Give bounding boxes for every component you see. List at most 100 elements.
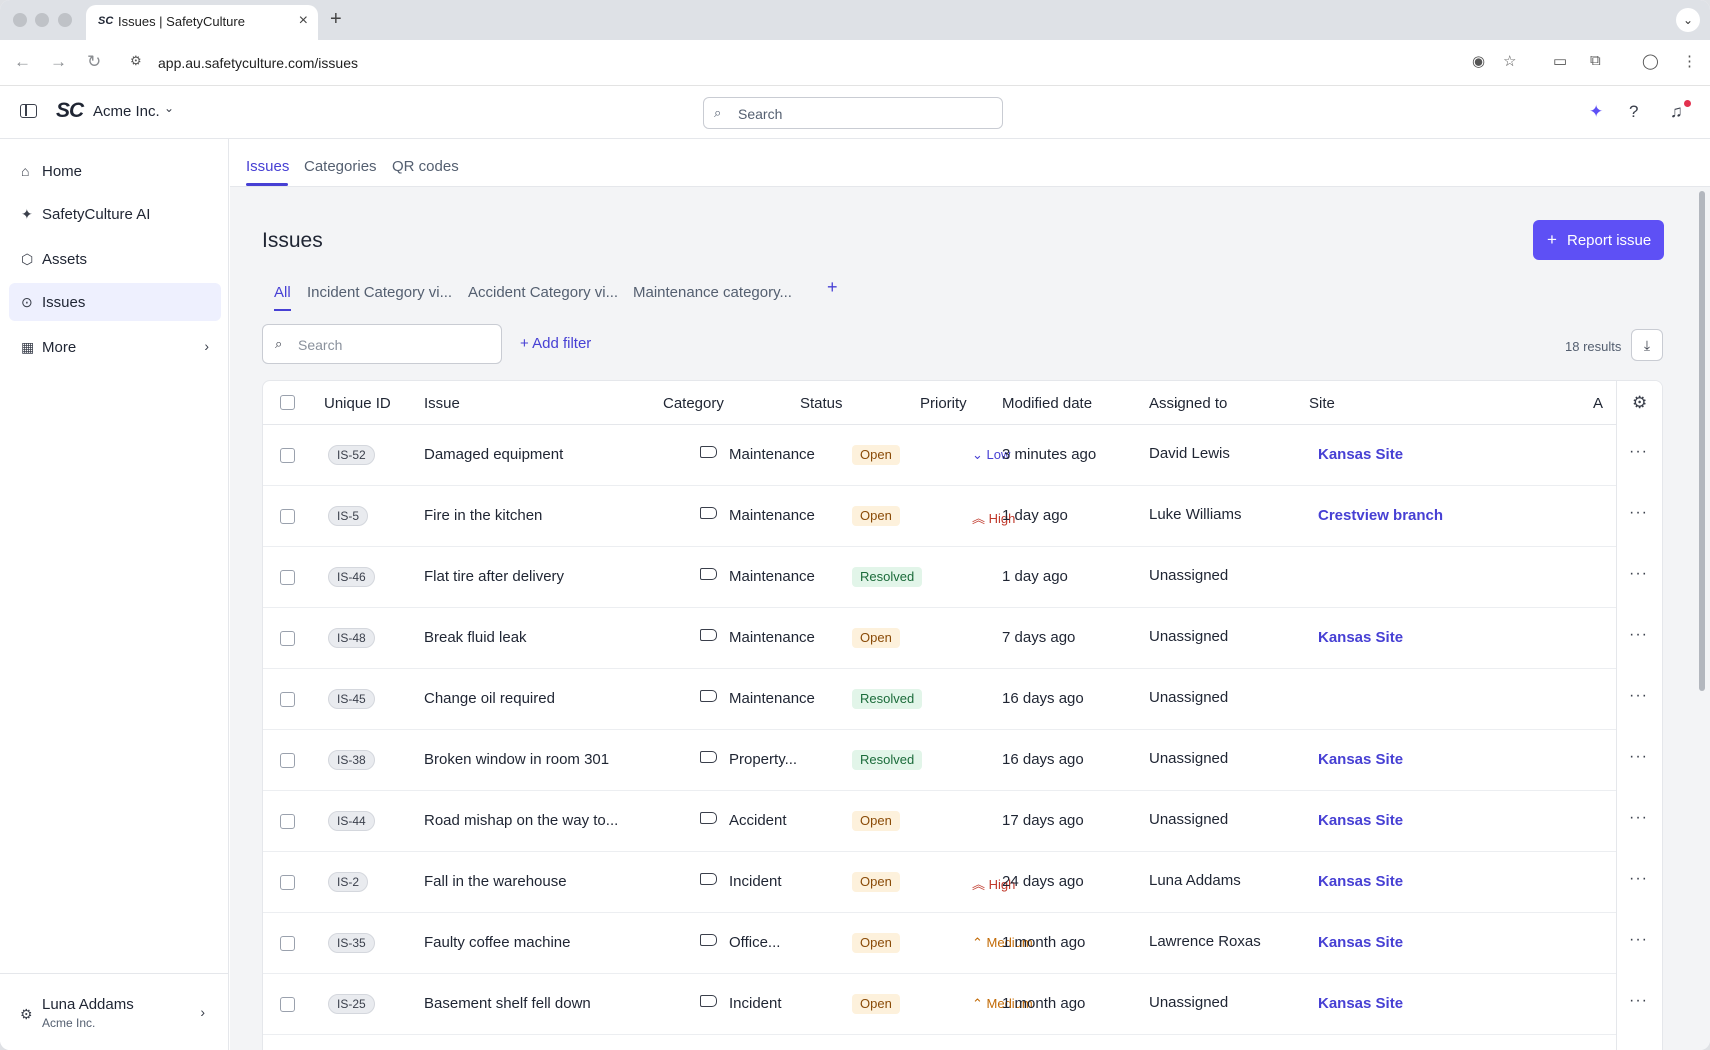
site-link[interactable]: Kansas Site	[1318, 812, 1404, 829]
issue-title[interactable]: Break fluid leak	[424, 629, 527, 646]
row-more-icon[interactable]: ···	[1629, 748, 1648, 765]
assigned-to[interactable]: Unassigned	[1149, 689, 1229, 706]
view-tab-accident[interactable]: Accident Category vi...	[468, 284, 619, 301]
profile-icon[interactable]: ◯	[1642, 53, 1659, 70]
download-icon[interactable]: ⤓	[1631, 329, 1663, 361]
assigned-to[interactable]: Luna Addams	[1149, 872, 1241, 889]
issue-title[interactable]: Fall in the warehouse	[424, 873, 567, 890]
add-view-icon[interactable]: +	[827, 277, 838, 297]
gear-icon[interactable]: ⚙	[1632, 393, 1648, 412]
row-checkbox[interactable]	[280, 814, 295, 829]
sidebar-item-issues[interactable]: ⊙ Issues	[9, 283, 221, 321]
sidebar-item-safetyculture-ai[interactable]: ✦ SafetyCulture AI	[9, 195, 221, 233]
col-assigned-to[interactable]: Assigned to	[1149, 395, 1228, 412]
table-row[interactable]: IS-44 Road mishap on the way to... Acciden…	[263, 791, 1662, 852]
user-menu[interactable]: ⚙ Luna Addams Acme Inc. ›	[0, 973, 229, 1050]
assigned-to[interactable]: David Lewis	[1149, 445, 1230, 462]
col-status[interactable]: Status	[800, 395, 843, 412]
window-close-dot[interactable]	[13, 13, 27, 27]
table-row[interactable]: IS-2 Fall in the warehouse Incident Open ︽ H…	[263, 852, 1662, 913]
site-link[interactable]: Kansas Site	[1318, 934, 1404, 951]
table-row[interactable]: IS-35 Faulty coffee machine Office... Open ⌃…	[263, 913, 1662, 974]
browser-tab[interactable]: SC Issues | SafetyCulture ×	[86, 5, 318, 40]
table-row[interactable]: IS-46 Flat tire after delivery Maintenance…	[263, 547, 1662, 608]
view-tab-maintenance[interactable]: Maintenance category...	[633, 284, 792, 301]
row-more-icon[interactable]: ···	[1629, 931, 1648, 948]
table-row[interactable]: IS-48 Break fluid leak Maintenance Open 7 da…	[263, 608, 1662, 669]
row-more-icon[interactable]: ···	[1629, 870, 1648, 887]
report-issue-button[interactable]: + Report issue	[1533, 220, 1664, 260]
sidebar-item-assets[interactable]: ⬡ Assets	[9, 240, 221, 278]
col-priority[interactable]: Priority	[920, 395, 967, 412]
site-settings-icon[interactable]: ⚙	[130, 53, 142, 68]
tab-categories[interactable]: Categories	[304, 158, 377, 175]
issue-title[interactable]: Faulty coffee machine	[424, 934, 571, 951]
help-icon[interactable]: ?	[1629, 102, 1639, 121]
col-category[interactable]: Category	[663, 395, 724, 412]
assigned-to[interactable]: Unassigned	[1149, 811, 1229, 828]
add-filter-button[interactable]: + Add filter	[520, 335, 592, 352]
row-checkbox[interactable]	[280, 936, 295, 951]
table-row[interactable]: IS-25 Basement shelf fell down Incident Ope…	[263, 974, 1662, 1035]
table-row[interactable]: IS-45 Change oil required Maintenance Resol…	[263, 669, 1662, 730]
row-more-icon[interactable]: ···	[1629, 992, 1648, 1009]
row-more-icon[interactable]: ···	[1629, 626, 1648, 643]
cast-icon[interactable]: ▭	[1553, 53, 1568, 70]
row-more-icon[interactable]: ···	[1629, 565, 1648, 582]
site-link[interactable]: Crestview branch	[1318, 507, 1444, 524]
global-search-input[interactable]: ⌕ Search	[703, 97, 1003, 129]
issue-title[interactable]: Flat tire after delivery	[424, 568, 565, 585]
bell-icon[interactable]: ♫	[1670, 102, 1683, 121]
col-issue[interactable]: Issue	[424, 395, 460, 412]
new-tab-icon[interactable]: +	[330, 8, 342, 30]
row-more-icon[interactable]: ···	[1629, 443, 1648, 460]
sidebar-item-home[interactable]: ⌂ Home	[9, 152, 221, 190]
sidebar-item-more[interactable]: ▦ More ›	[9, 328, 221, 366]
back-icon[interactable]: ←	[14, 52, 31, 71]
issue-title[interactable]: Change oil required	[424, 690, 555, 707]
tab-search-icon[interactable]: ⌄	[1676, 8, 1700, 32]
col-modified-date[interactable]: Modified date	[1002, 395, 1093, 412]
sidebar-toggle-icon[interactable]	[20, 104, 37, 118]
assigned-to[interactable]: Unassigned	[1149, 628, 1229, 645]
col-truncated[interactable]: A	[1593, 395, 1604, 412]
ai-sparkle-icon[interactable]: ✦	[1589, 102, 1604, 121]
sort-arrow-icon[interactable]: ↓	[1173, 395, 1180, 410]
tab-close-icon[interactable]: ×	[298, 12, 308, 29]
table-row[interactable]: IS-38 Broken window in room 301 Property..…	[263, 730, 1662, 791]
site-link[interactable]: Kansas Site	[1318, 995, 1404, 1012]
row-more-icon[interactable]: ···	[1629, 687, 1648, 704]
row-checkbox[interactable]	[280, 875, 295, 890]
org-switcher[interactable]: Acme Inc.	[93, 103, 160, 120]
issue-title[interactable]: Damaged equipment	[424, 446, 564, 463]
row-more-icon[interactable]: ···	[1629, 809, 1648, 826]
location-icon[interactable]: ◉	[1472, 53, 1486, 70]
row-more-icon[interactable]: ···	[1629, 504, 1648, 521]
tab-qr-codes[interactable]: QR codes	[392, 158, 459, 175]
issue-title[interactable]: Basement shelf fell down	[424, 995, 591, 1012]
browser-menu-icon[interactable]: ⋮	[1682, 53, 1697, 70]
select-all-checkbox[interactable]	[280, 395, 295, 410]
assigned-to[interactable]: Unassigned	[1149, 750, 1229, 767]
assigned-to[interactable]: Unassigned	[1149, 994, 1229, 1011]
view-tab-incident[interactable]: Incident Category vi...	[307, 284, 453, 301]
tab-issues[interactable]: Issues	[246, 158, 290, 175]
window-zoom-dot[interactable]	[58, 13, 72, 27]
site-link[interactable]: Kansas Site	[1318, 446, 1404, 463]
row-checkbox[interactable]	[280, 997, 295, 1012]
row-checkbox[interactable]	[280, 509, 295, 524]
scrollbar[interactable]	[1699, 191, 1705, 691]
site-link[interactable]: Kansas Site	[1318, 873, 1404, 890]
reload-icon[interactable]: ↻	[87, 52, 102, 71]
issues-search-input[interactable]: ⌕ Search	[262, 324, 502, 364]
col-unique-id[interactable]: Unique ID	[324, 395, 391, 412]
forward-icon[interactable]: →	[50, 52, 67, 71]
view-tab-all[interactable]: All	[274, 284, 291, 301]
col-site[interactable]: Site	[1309, 395, 1335, 412]
window-minimize-dot[interactable]	[35, 13, 49, 27]
assigned-to[interactable]: Luke Williams	[1149, 506, 1242, 523]
bookmark-star-icon[interactable]: ☆	[1503, 53, 1517, 70]
row-checkbox[interactable]	[280, 692, 295, 707]
site-link[interactable]: Kansas Site	[1318, 751, 1404, 768]
site-link[interactable]: Kansas Site	[1318, 629, 1404, 646]
